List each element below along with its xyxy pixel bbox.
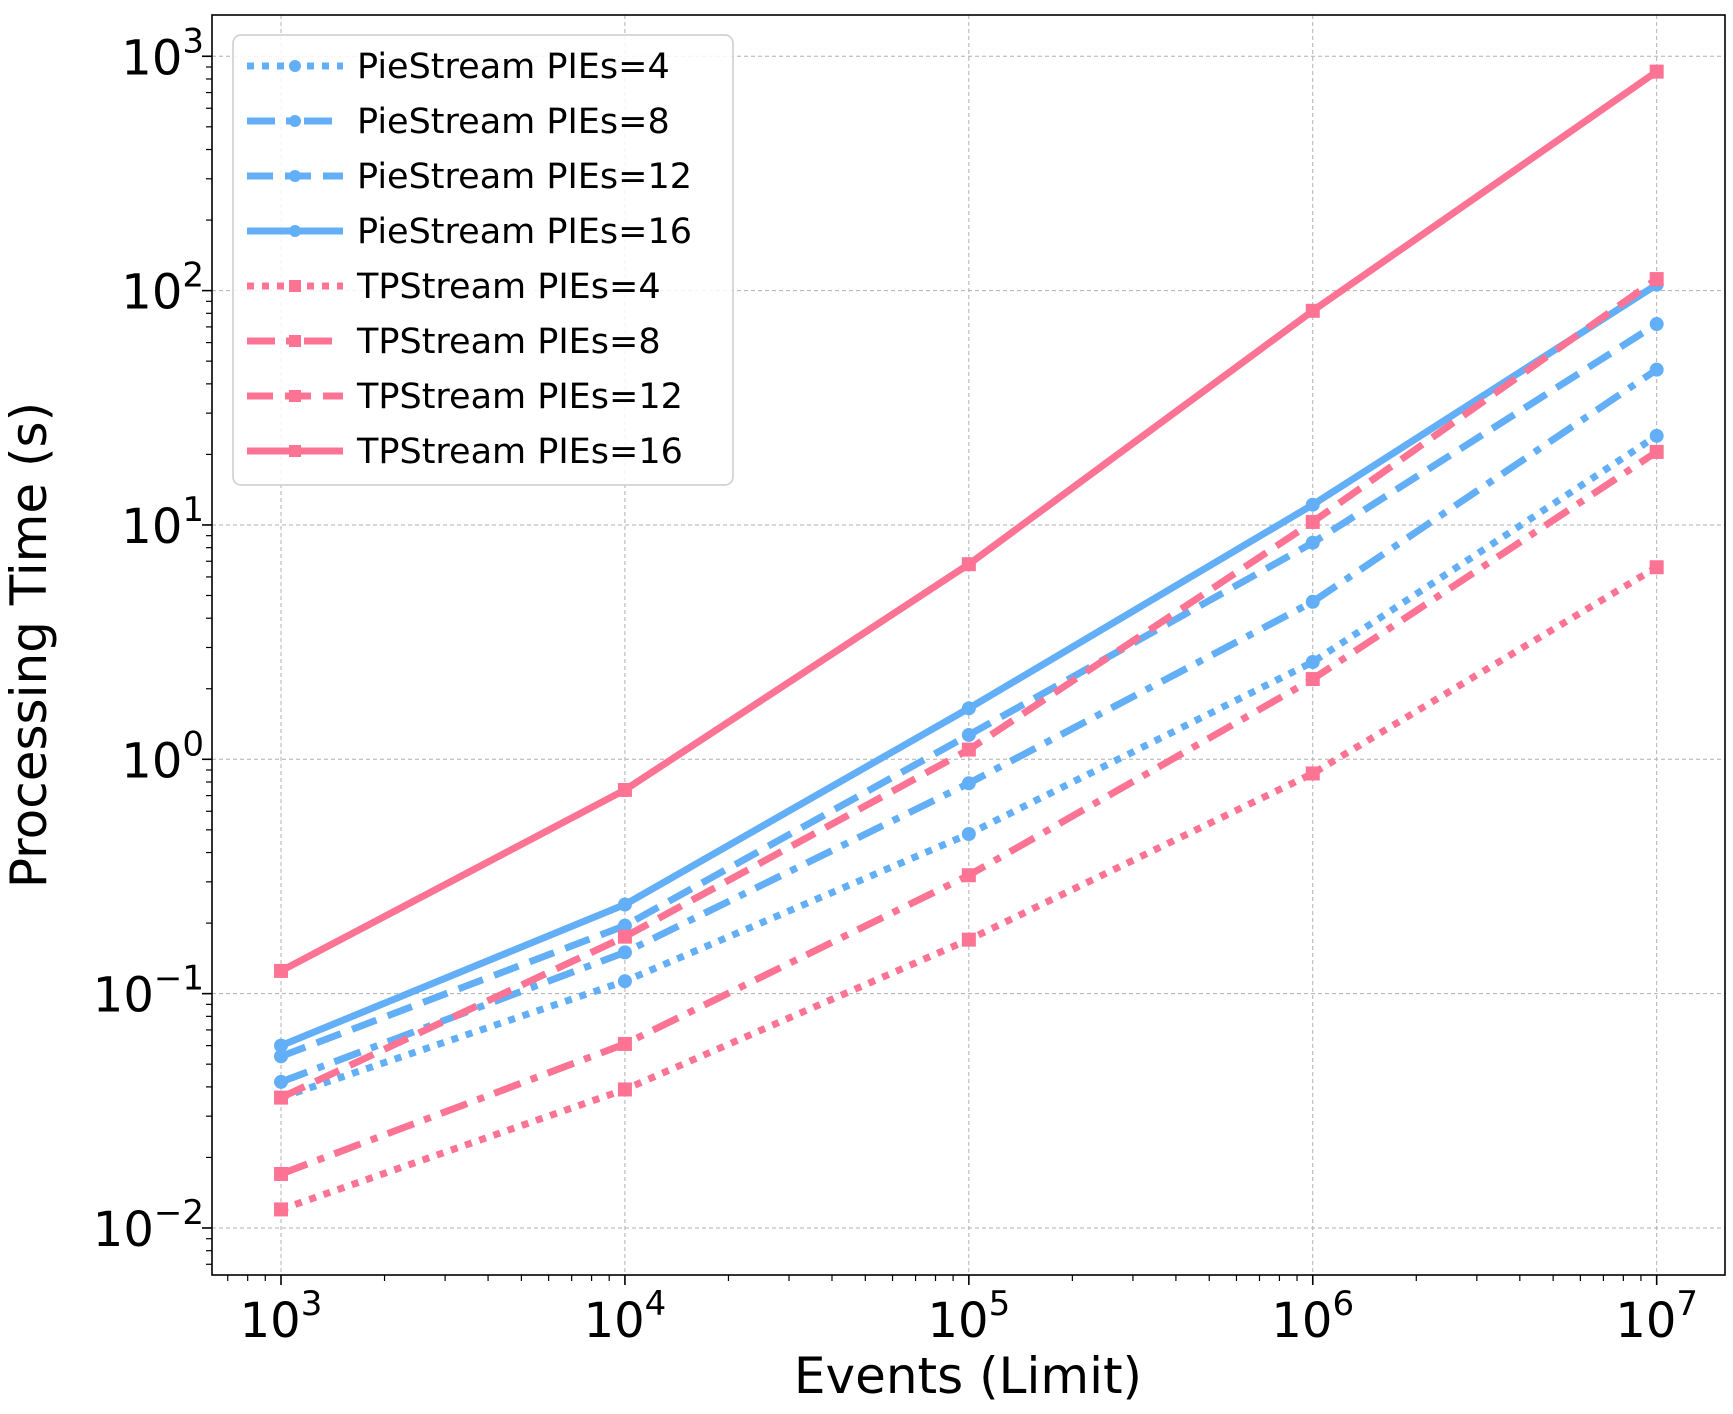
data-point [1649, 362, 1664, 377]
legend-item: TPStream PIEs=8 [247, 322, 661, 362]
data-point [1649, 317, 1664, 332]
data-point [274, 1074, 289, 1089]
data-point [1649, 444, 1664, 459]
series-layer [274, 64, 1664, 1217]
data-point [617, 897, 632, 912]
series-piestream-2 [274, 317, 1664, 1064]
data-point [961, 932, 976, 947]
legend-item: TPStream PIEs=4 [247, 267, 661, 307]
legend-box [232, 34, 734, 486]
data-point [617, 918, 632, 933]
data-point [1305, 497, 1320, 512]
data-point [1649, 560, 1664, 575]
data-point [1649, 64, 1664, 79]
legend-label: PieStream PIEs=8 [357, 102, 670, 142]
data-point [1649, 272, 1664, 287]
series-piestream-1 [274, 362, 1664, 1089]
y-axis-label: Processing Time (s) [0, 402, 58, 888]
y-tick-label: 100 [121, 724, 204, 789]
data-point [961, 742, 976, 757]
data-point [1305, 672, 1320, 687]
series-tpstream-7 [274, 64, 1664, 978]
legend-swatch-marker [289, 225, 301, 237]
data-point [274, 1202, 289, 1217]
grid-lines [212, 15, 1725, 1275]
series-piestream-0 [274, 428, 1664, 1105]
legend-label: TPStream PIEs=4 [356, 267, 661, 307]
y-tick-label: 103 [121, 21, 204, 86]
x-tick-label: 104 [584, 1284, 667, 1349]
data-point [617, 945, 632, 960]
x-axis-label: Events (Limit) [794, 1347, 1142, 1405]
data-point [961, 727, 976, 742]
legend-item: TPStream PIEs=12 [247, 377, 683, 417]
x-tick-label: 106 [1271, 1284, 1354, 1349]
data-point [961, 557, 976, 572]
x-tick-label: 107 [1615, 1284, 1698, 1349]
data-point [617, 782, 632, 797]
legend-item: TPStream PIEs=16 [247, 432, 683, 472]
legend-label: PieStream PIEs=16 [357, 212, 692, 252]
data-point [1305, 594, 1320, 609]
data-point [274, 1038, 289, 1053]
legend-label: TPStream PIEs=8 [356, 322, 661, 362]
legend-label: TPStream PIEs=16 [356, 432, 683, 472]
legend-swatch-marker [289, 60, 301, 72]
data-point [274, 1090, 289, 1105]
x-tick-label: 105 [927, 1284, 1010, 1349]
y-tick-label: 102 [121, 256, 204, 321]
legend-swatch-marker [289, 170, 301, 182]
legend: PieStream PIEs=4 PieStream PIEs=8 PieStrea… [232, 34, 734, 486]
data-point [1305, 766, 1320, 781]
data-point [617, 974, 632, 989]
series-tpstream-5 [274, 444, 1664, 1181]
data-point [1305, 655, 1320, 670]
data-point [961, 776, 976, 791]
legend-item: PieStream PIEs=12 [247, 157, 692, 197]
data-point [961, 701, 976, 716]
data-point [1305, 303, 1320, 318]
legend-item: PieStream PIEs=4 [247, 47, 670, 87]
legend-swatch-marker [289, 280, 301, 292]
y-tick-label: 10−2 [93, 1193, 204, 1258]
y-axis-ticks: 10−2 10−1 100 101 102 103 [93, 21, 212, 1265]
series-tpstream-4 [274, 560, 1664, 1217]
legend-item: PieStream PIEs=8 [247, 102, 670, 142]
data-point [617, 1082, 632, 1097]
legend-swatch-marker [289, 445, 301, 457]
data-point [274, 1049, 289, 1064]
data-point [1305, 535, 1320, 550]
legend-swatch-marker [289, 335, 301, 347]
legend-label: TPStream PIEs=12 [356, 377, 683, 417]
data-point [274, 1166, 289, 1181]
x-tick-label: 103 [240, 1284, 323, 1349]
data-point [274, 963, 289, 978]
series-tpstream-6 [274, 272, 1664, 1105]
data-point [961, 826, 976, 841]
data-point [617, 929, 632, 944]
legend-item: PieStream PIEs=16 [247, 212, 692, 252]
x-axis-ticks: 103 104 105 106 107 [227, 1275, 1698, 1349]
y-tick-label: 101 [121, 490, 204, 555]
data-point [1305, 514, 1320, 529]
legend-swatch-marker [289, 390, 301, 402]
legend-label: PieStream PIEs=12 [357, 157, 692, 197]
y-tick-label: 10−1 [93, 959, 204, 1024]
legend-swatch-marker [289, 115, 301, 127]
legend-label: PieStream PIEs=4 [357, 47, 670, 87]
data-point [1649, 428, 1664, 443]
data-point [617, 1036, 632, 1051]
data-point [961, 868, 976, 883]
